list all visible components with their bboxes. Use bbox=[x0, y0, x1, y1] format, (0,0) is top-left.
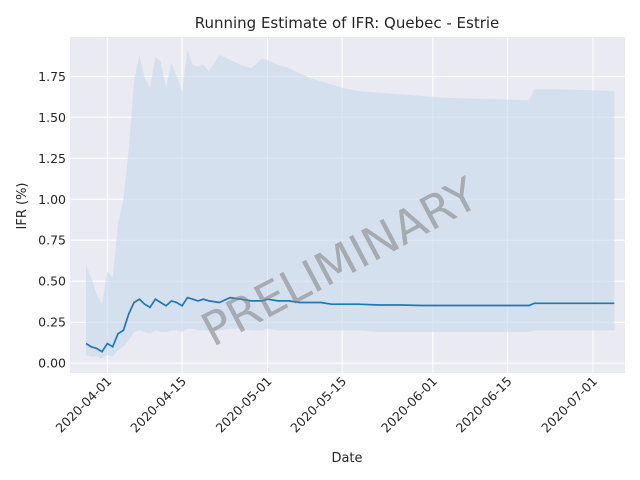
x-tick-label: 2020-04-01 bbox=[52, 374, 114, 436]
y-tick-labels: 0.00 0.25 0.50 0.75 1.00 1.25 1.50 1.75 bbox=[38, 69, 66, 371]
chart-title: Running Estimate of IFR: Quebec - Estrie bbox=[195, 14, 500, 32]
x-axis-label: Date bbox=[331, 451, 362, 466]
y-tick-label: 1.25 bbox=[38, 151, 66, 166]
x-tick-label: 2020-05-15 bbox=[287, 374, 349, 436]
x-tick-label: 2020-07-01 bbox=[538, 374, 600, 436]
x-tick-label: 2020-06-15 bbox=[453, 374, 515, 436]
y-tick-label: 0.75 bbox=[38, 233, 66, 248]
x-tick-label: 2020-05-01 bbox=[213, 374, 275, 436]
y-tick-label: 0.50 bbox=[38, 274, 66, 289]
y-tick-label: 1.75 bbox=[38, 69, 66, 84]
ifr-estimate-line bbox=[85, 296, 615, 353]
y-tick-label: 0.00 bbox=[38, 356, 66, 371]
y-tick-label: 1.00 bbox=[38, 192, 66, 207]
x-tick-label: 2020-06-01 bbox=[378, 374, 440, 436]
x-tick-label: 2020-04-15 bbox=[127, 374, 189, 436]
x-tick-labels: 2020-04-01 2020-04-15 2020-05-01 2020-05-15… bbox=[52, 374, 600, 436]
y-tick-label: 0.25 bbox=[38, 315, 66, 330]
y-axis-label: IFR (%) bbox=[15, 183, 30, 230]
confidence-band bbox=[86, 50, 615, 359]
y-tick-label: 1.50 bbox=[38, 110, 66, 125]
